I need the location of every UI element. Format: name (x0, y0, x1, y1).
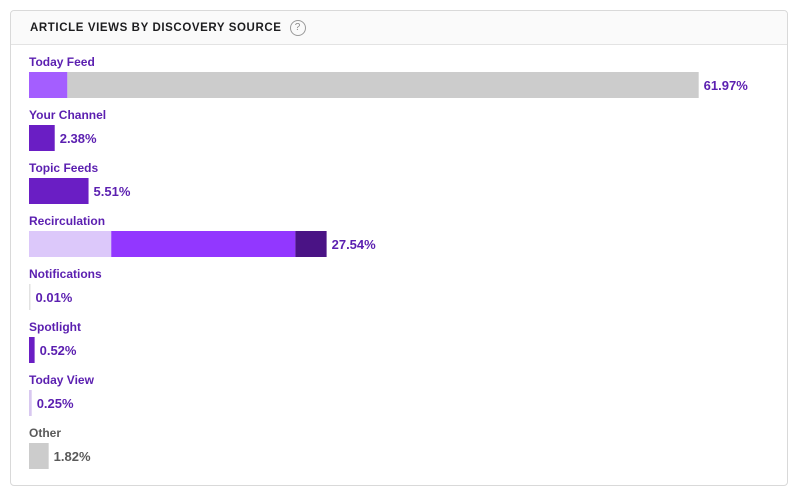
chart-title: ARTICLE VIEWS BY DISCOVERY SOURCE (30, 21, 282, 34)
value-label: 1.82% (54, 449, 91, 464)
category-label: Other (29, 426, 61, 440)
category-label: Notifications (29, 267, 102, 281)
value-label: 0.52% (40, 343, 77, 358)
bar-row-notifications: Notifications 0.01% (29, 267, 102, 310)
value-label: 61.97% (704, 78, 749, 93)
bar-row-spotlight: Spotlight 0.52% (29, 320, 81, 363)
bar-segment (29, 231, 112, 257)
bar-segment (295, 231, 327, 257)
bar-row-your-channel: Your Channel 2.38% (29, 108, 106, 151)
category-label: Today Feed (29, 55, 95, 69)
value-label: 0.25% (37, 396, 74, 411)
value-label: 5.51% (94, 184, 131, 199)
value-label: 2.38% (60, 131, 97, 146)
bar-row-topic-feeds: Topic Feeds 5.51% (29, 161, 131, 204)
category-label: Your Channel (29, 108, 106, 122)
bar-row-other: Other 1.82% (29, 426, 91, 469)
category-label: Topic Feeds (29, 161, 98, 175)
bar-segment (29, 72, 68, 98)
category-label: Spotlight (29, 320, 81, 334)
bar-row-recirculation: Recirculation 27.54% (29, 214, 376, 257)
bar-segment (67, 72, 699, 98)
category-label: Today View (29, 373, 95, 387)
bar-row-today-view: Today View 0.25% (29, 373, 95, 416)
bar-segment (111, 231, 296, 257)
bar-segment (29, 337, 35, 363)
bar-segment (29, 125, 55, 151)
bar-segment (29, 443, 49, 469)
value-label: 0.01% (36, 290, 73, 305)
bar-segment (29, 178, 89, 204)
bar-segment (29, 390, 32, 416)
question-circle-icon[interactable]: ? (289, 19, 306, 36)
bar-row-today-feed: Today Feed 61.97% (29, 55, 748, 98)
card-header: ARTICLE VIEWS BY DISCOVERY SOURCE ? (11, 11, 787, 45)
value-label: 27.54% (332, 237, 377, 252)
bar-segment (29, 284, 31, 310)
category-label: Recirculation (29, 214, 105, 228)
